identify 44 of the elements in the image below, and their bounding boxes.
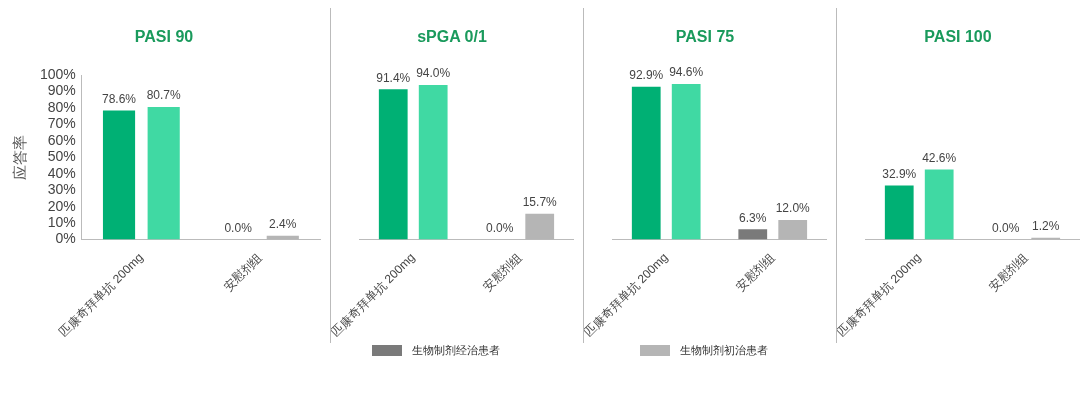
data-label: 42.6% (922, 150, 957, 165)
data-label: 0.0% (224, 220, 253, 235)
data-label: 78.6% (102, 91, 137, 106)
y-tick-label: 90% (47, 82, 76, 99)
y-tick-label: 50% (47, 148, 76, 165)
bar (102, 110, 136, 240)
data-label: 12.0% (775, 201, 811, 216)
chart-title: PASI 100 (924, 28, 992, 46)
y-tick-label: 40% (47, 164, 76, 181)
x-tick-label: 安慰剂组 (480, 250, 525, 295)
data-label: 94.6% (669, 65, 704, 80)
data-label: 91.4% (376, 70, 411, 85)
data-label: 2.4% (269, 216, 297, 231)
legend-label: 生物制剂初治患者 (680, 343, 768, 358)
x-tick-label: 安慰剂组 (733, 250, 778, 295)
chart-title: sPGA 0/1 (417, 28, 487, 46)
y-tick-label: 10% (47, 214, 76, 231)
bar (671, 84, 701, 240)
data-label: 15.7% (522, 195, 558, 210)
y-tick-label: 70% (47, 115, 76, 132)
x-tick-label: 安慰剂组 (221, 250, 265, 295)
data-label: 94.0% (416, 66, 451, 81)
y-tick-label: 60% (47, 131, 76, 148)
chart-title: PASI 90 (134, 28, 194, 46)
y-tick-label: 0% (55, 230, 76, 247)
data-label: 92.9% (629, 68, 664, 83)
y-tick-label: 30% (47, 181, 76, 198)
data-label: 6.3% (739, 210, 767, 225)
legend-label: 生物制剂经治患者 (412, 343, 500, 358)
y-tick-label: 80% (47, 98, 76, 115)
y-tick-label: 20% (47, 197, 76, 214)
data-label: 0.0% (486, 220, 514, 235)
y-axis-title: 应答率 (11, 134, 29, 180)
data-label: 80.7% (146, 88, 182, 103)
bar (147, 106, 180, 240)
data-label: 32.9% (882, 166, 917, 181)
chart-title: PASI 75 (675, 28, 735, 46)
bar (631, 86, 661, 240)
x-tick-label: 安慰剂组 (986, 250, 1031, 295)
bar (738, 229, 768, 240)
y-tick-label: 100% (39, 66, 76, 83)
data-label: 0.0% (992, 220, 1020, 235)
bar (778, 219, 808, 240)
data-label: 1.2% (1032, 218, 1060, 233)
